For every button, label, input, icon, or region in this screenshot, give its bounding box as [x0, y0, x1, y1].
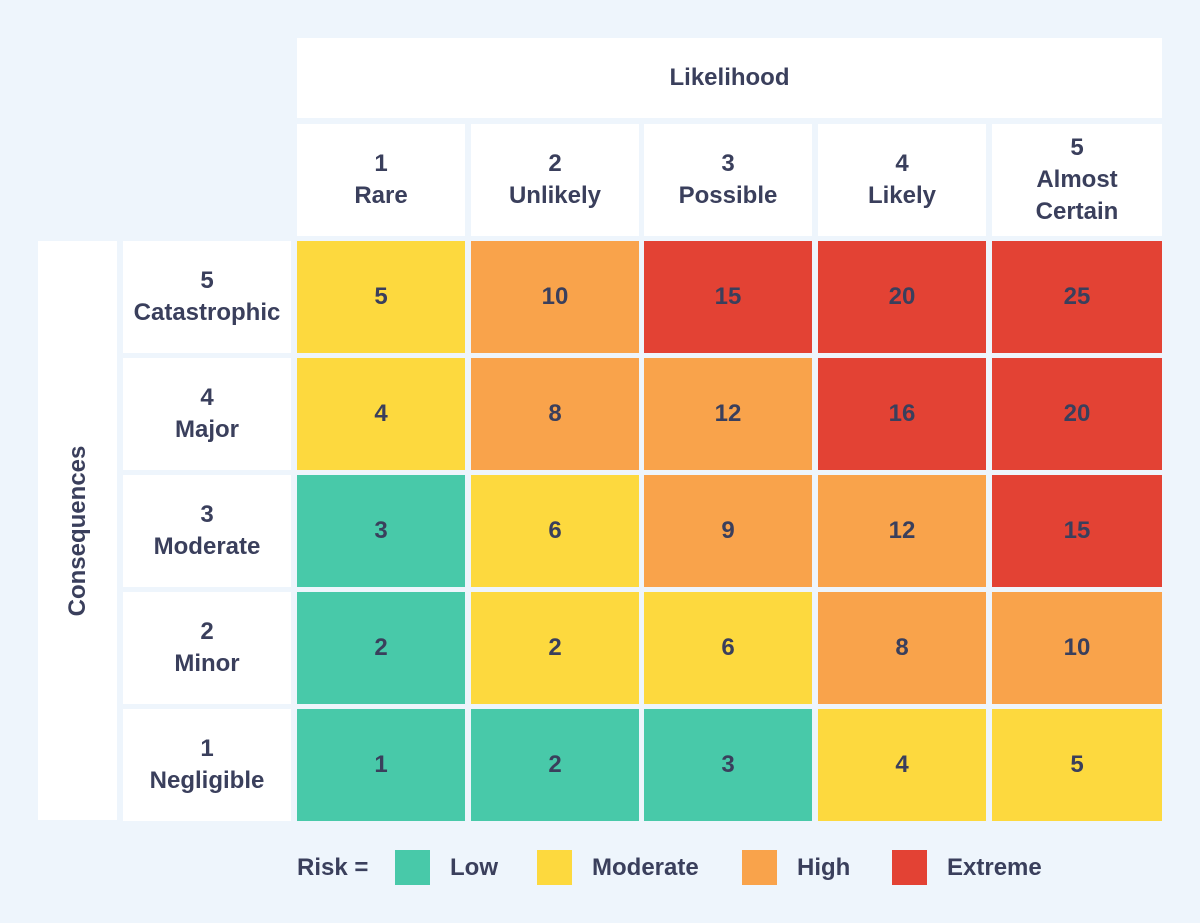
risk-cell: 15	[992, 475, 1162, 587]
risk-cell: 12	[644, 358, 812, 470]
column-number: 2	[548, 150, 562, 177]
row-header: 1 Negligible	[123, 709, 291, 821]
row-number: 2	[200, 618, 214, 645]
risk-cell: 20	[818, 241, 986, 353]
row-label: Moderate	[153, 533, 261, 560]
risk-cell: 6	[471, 475, 639, 587]
risk-cell: 3	[644, 709, 812, 821]
risk-cell: 5	[297, 241, 465, 353]
legend-label: Low	[450, 854, 498, 881]
column-number: 1	[374, 150, 388, 177]
risk-cell: 25	[992, 241, 1162, 353]
header-title: Likelihood	[669, 64, 790, 91]
risk-cell: 8	[471, 358, 639, 470]
column-header: 2 Unlikely	[471, 124, 639, 236]
risk-cell: 9	[644, 475, 812, 587]
risk-cell: 10	[471, 241, 639, 353]
legend-label: Extreme	[947, 854, 1042, 881]
row-header: 2 Minor	[123, 592, 291, 704]
column-label: Rare	[354, 182, 408, 209]
row-header: 3 Moderate	[123, 475, 291, 587]
risk-cell: 2	[471, 592, 639, 704]
column-label: Possible	[678, 182, 778, 209]
legend-label: Moderate	[592, 854, 699, 881]
legend-swatch	[742, 850, 777, 885]
likelihood-header: Likelihood	[297, 38, 1162, 118]
risk-cell: 2	[297, 592, 465, 704]
row-label: Major	[174, 416, 239, 443]
risk-cell: 15	[644, 241, 812, 353]
column-header: 1 Rare	[297, 124, 465, 236]
column-header: 3 Possible	[644, 124, 812, 236]
risk-cell: 4	[818, 709, 986, 821]
risk-cell: 6	[644, 592, 812, 704]
row-number: 3	[200, 501, 214, 528]
risk-cell: 16	[818, 358, 986, 470]
row-axis-title: Consequences	[63, 445, 91, 616]
column-label: Unlikely	[508, 182, 602, 209]
row-label: Catastrophic	[133, 299, 281, 326]
risk-cell: 20	[992, 358, 1162, 470]
column-number: 4	[895, 150, 909, 177]
legend-swatch	[537, 850, 572, 885]
column-label: Almost Certain	[1035, 166, 1119, 225]
legend-label: High	[797, 854, 851, 881]
risk-cell: 2	[471, 709, 639, 821]
row-label: Minor	[174, 650, 240, 677]
legend-swatch	[892, 850, 927, 885]
row-header: 5 Catastrophic	[123, 241, 291, 353]
legend-swatch	[395, 850, 430, 885]
column-label: Likely	[867, 182, 937, 209]
risk-cell: 4	[297, 358, 465, 470]
risk-cell: 3	[297, 475, 465, 587]
column-number: 5	[1070, 134, 1084, 161]
row-number: 4	[200, 384, 214, 411]
consequences-header: Consequences	[38, 241, 117, 820]
risk-cell: 8	[818, 592, 986, 704]
row-number: 1	[200, 735, 214, 762]
legend-title: Risk =	[297, 854, 369, 881]
risk-cell: 5	[992, 709, 1162, 821]
risk-cell: 12	[818, 475, 986, 587]
risk-cell: 10	[992, 592, 1162, 704]
column-number: 3	[721, 150, 735, 177]
row-number: 5	[200, 267, 214, 294]
row-label: Negligible	[149, 767, 265, 794]
column-header: 4 Likely	[818, 124, 986, 236]
risk-cell: 1	[297, 709, 465, 821]
column-header: 5 Almost Certain	[992, 124, 1162, 236]
row-header: 4 Major	[123, 358, 291, 470]
